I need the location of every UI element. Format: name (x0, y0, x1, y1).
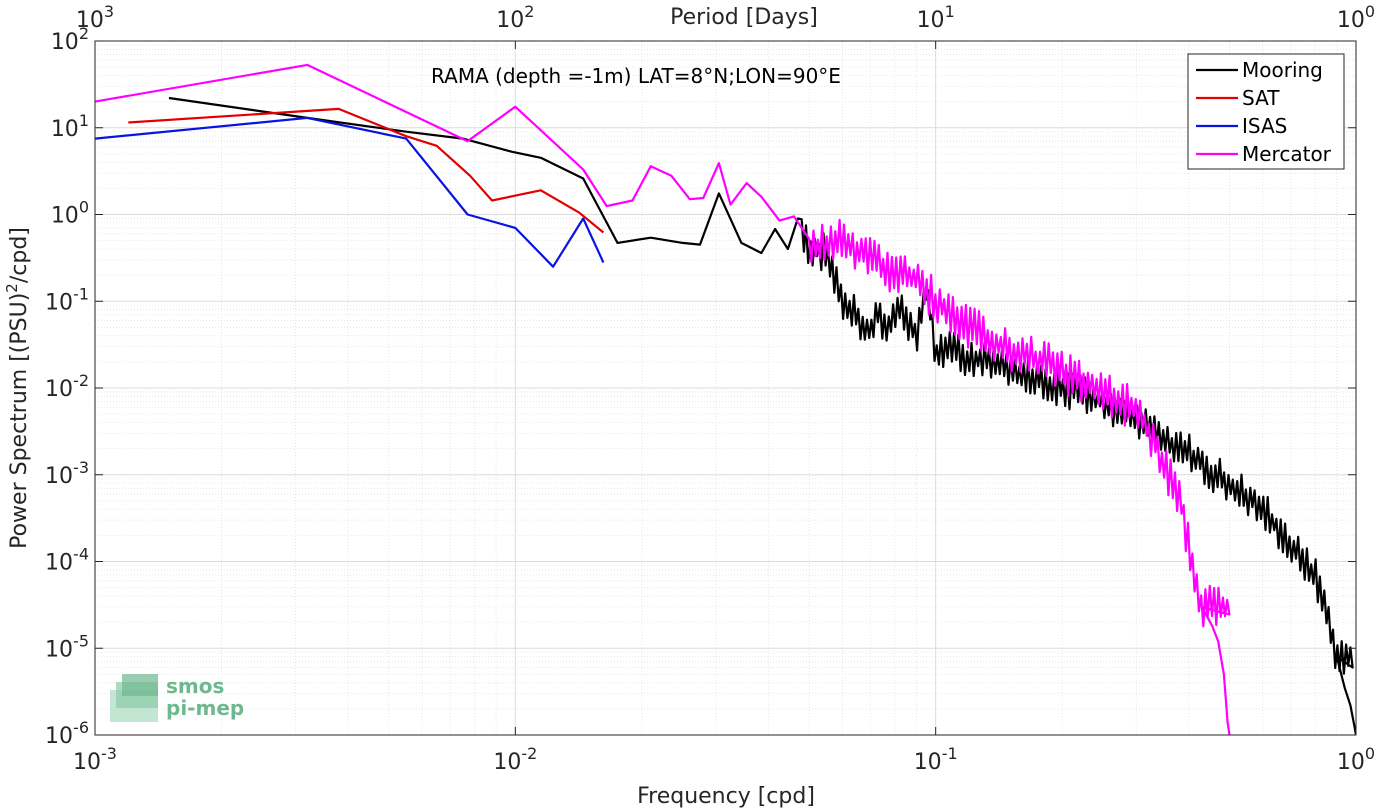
smos-pi-mep-logo-icon (110, 674, 158, 722)
y-tick-labels: 10-6 10-5 10-4 10-3 10-2 10-1 100 101 102 (45, 24, 89, 749)
x-axis-label: Frequency [cpd] (637, 784, 815, 809)
y-tick-label: 10-5 (45, 631, 89, 662)
series-line-mercator (95, 63, 1231, 735)
legend-label-isas: ISAS (1242, 114, 1287, 138)
legend-label-mooring: Mooring (1242, 58, 1323, 82)
x-tick-label: 10-1 (914, 744, 958, 775)
top-tick-labels: 103 102 101 100 (76, 2, 1375, 33)
x-tick-labels: 10-3 10-2 10-1 100 (73, 744, 1375, 775)
series-line-mooring (168, 96, 1356, 735)
watermark-line2: pi-mep (166, 696, 244, 720)
top-tick-label: 101 (917, 2, 955, 33)
y-tick-label: 102 (51, 24, 89, 55)
legend: Mooring SAT ISAS Mercator (1187, 53, 1345, 170)
y-axis-label-end: /cpd] (7, 227, 32, 283)
top-tick-label: 100 (1337, 2, 1375, 33)
y-tick-label: 10-2 (45, 371, 89, 402)
top-tick-label: 102 (496, 2, 534, 33)
tick-marks (94, 40, 1357, 736)
legend-label-mercator: Mercator (1242, 142, 1332, 166)
y-tick-label: 10-6 (45, 718, 89, 749)
top-tick-label: 103 (76, 2, 114, 33)
y-axis-label: Power Spectrum [(PSU)2/cpd] (3, 227, 32, 549)
legend-box (1187, 53, 1345, 170)
y-axis-label-sup: 2 (3, 283, 21, 293)
watermark-line1: smos (166, 674, 224, 698)
legend-label-sat: SAT (1242, 86, 1280, 110)
series-line-sat (128, 107, 605, 234)
chart-annotation: RAMA (depth =-1m) LAT=8°N;LON=90°E (431, 64, 841, 88)
series-line-isas (95, 116, 605, 268)
x-tick-label: 10-2 (493, 744, 537, 775)
minor-grid (95, 41, 1356, 735)
y-tick-label: 10-1 (45, 284, 89, 315)
watermark: smos pi-mep (110, 674, 244, 722)
y-axis-label-main: Power Spectrum [(PSU) (7, 293, 32, 549)
top-axis-label: Period [Days] (670, 5, 818, 30)
y-tick-label: 101 (51, 111, 89, 142)
y-tick-label: 10-3 (45, 458, 89, 489)
x-tick-label: 100 (1337, 744, 1375, 775)
y-tick-label: 10-4 (45, 545, 89, 576)
y-tick-label: 100 (51, 198, 89, 229)
x-tick-label: 10-3 (73, 744, 117, 775)
series-layer (95, 63, 1356, 735)
